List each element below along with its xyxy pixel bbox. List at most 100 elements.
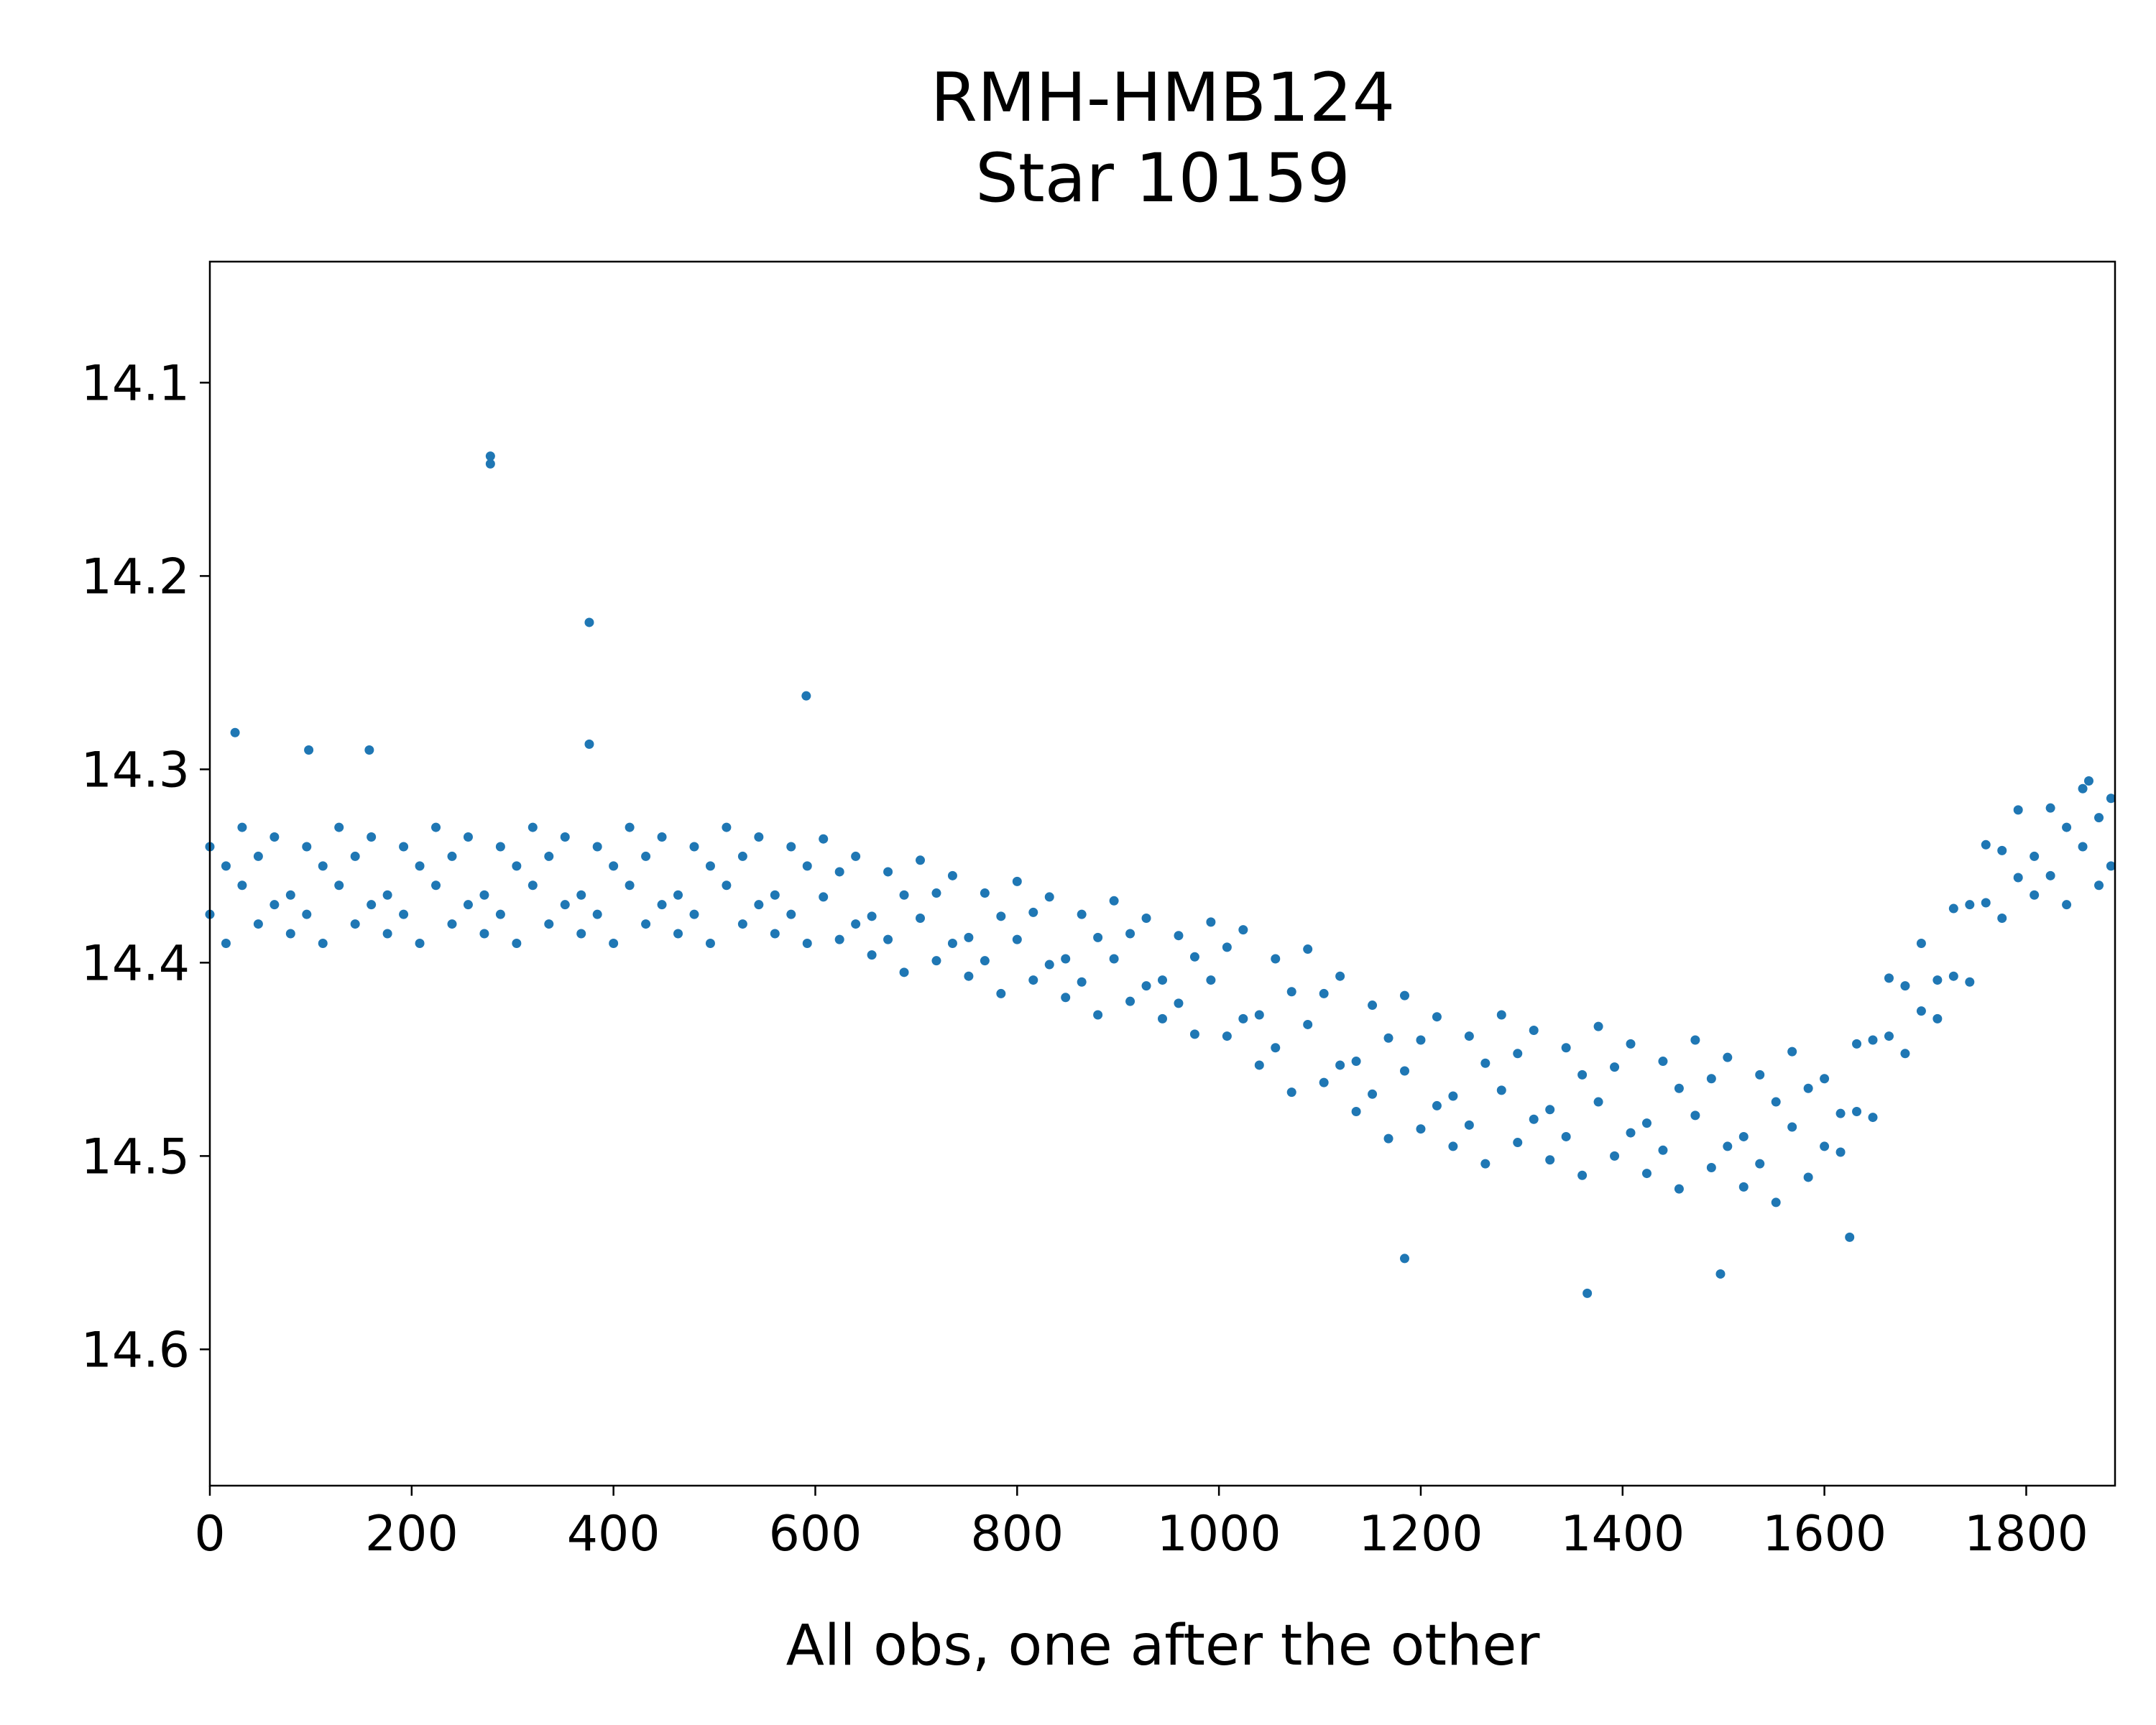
- data-point: [2078, 783, 2088, 794]
- data-point: [1351, 1106, 1361, 1116]
- data-point: [947, 870, 957, 880]
- data-point: [1561, 1131, 1571, 1141]
- data-point: [964, 971, 974, 981]
- data-point: [1271, 954, 1281, 964]
- data-point: [479, 929, 489, 939]
- data-point: [592, 842, 602, 852]
- data-point: [657, 900, 667, 910]
- data-point: [221, 861, 231, 871]
- data-point: [1480, 1058, 1491, 1068]
- data-point: [1174, 998, 1184, 1008]
- data-point: [1706, 1074, 1716, 1084]
- data-point: [1981, 898, 1991, 908]
- data-point: [270, 900, 280, 910]
- data-point: [1738, 1131, 1749, 1141]
- x-axis-label: All obs, one after the other: [786, 1614, 1541, 1678]
- data-point: [2045, 870, 2055, 880]
- data-point: [2106, 861, 2116, 871]
- data-point: [399, 909, 409, 919]
- data-point: [2045, 803, 2055, 813]
- data-point: [1803, 1083, 1813, 1093]
- data-point: [237, 822, 247, 832]
- data-point: [1513, 1138, 1523, 1148]
- data-point: [1383, 1133, 1393, 1144]
- data-point: [584, 617, 594, 627]
- data-point: [786, 909, 796, 919]
- data-point: [689, 909, 699, 919]
- data-point: [1077, 977, 1087, 987]
- data-point: [722, 880, 732, 891]
- data-point: [584, 739, 594, 749]
- data-point: [1965, 900, 1975, 910]
- data-point: [221, 938, 231, 948]
- data-point: [431, 880, 441, 891]
- data-point: [1884, 1031, 1894, 1041]
- data-point: [1303, 944, 1313, 954]
- data-point: [1189, 952, 1199, 962]
- data-point: [641, 851, 651, 861]
- data-point: [1787, 1122, 1797, 1132]
- data-point: [2030, 851, 2040, 861]
- data-point: [1158, 1013, 1167, 1024]
- data-point: [1383, 1033, 1393, 1043]
- data-point: [1835, 1108, 1846, 1118]
- data-point: [1012, 934, 1022, 944]
- data-point: [1723, 1141, 1733, 1151]
- data-point: [1335, 971, 1345, 981]
- data-point: [851, 919, 861, 929]
- data-point: [980, 888, 990, 898]
- data-point: [415, 861, 425, 871]
- data-point: [415, 938, 425, 948]
- data-point: [1981, 840, 1991, 850]
- data-point: [334, 822, 344, 832]
- data-point: [364, 745, 374, 755]
- data-point: [495, 909, 505, 919]
- data-point: [1222, 942, 1232, 952]
- data-point: [350, 851, 360, 861]
- data-point: [1012, 876, 1022, 886]
- data-point: [867, 911, 877, 921]
- data-point: [1593, 1021, 1603, 1031]
- data-point: [2083, 776, 2093, 786]
- data-point: [479, 890, 489, 900]
- data-point: [1658, 1057, 1668, 1067]
- data-point: [1399, 1066, 1409, 1076]
- data-point: [1787, 1046, 1797, 1057]
- data-point: [512, 861, 522, 871]
- data-point: [625, 880, 635, 891]
- data-point: [1044, 960, 1054, 970]
- data-point: [230, 727, 240, 737]
- data-point: [754, 832, 764, 842]
- data-point: [2106, 794, 2116, 804]
- data-point: [1577, 1170, 1588, 1180]
- data-point: [1158, 975, 1167, 985]
- data-point: [485, 451, 495, 461]
- x-tick-label: 200: [365, 1506, 459, 1563]
- data-point: [528, 880, 538, 891]
- data-point: [737, 851, 747, 861]
- data-point: [1109, 954, 1119, 964]
- data-point: [253, 919, 263, 929]
- data-point: [463, 832, 473, 842]
- data-point: [1948, 903, 1958, 914]
- data-point: [1174, 931, 1184, 941]
- data-point: [1061, 954, 1071, 964]
- x-tick-label: 1400: [1560, 1506, 1685, 1563]
- data-point: [1835, 1147, 1846, 1157]
- data-point: [2094, 880, 2104, 891]
- data-point: [609, 861, 619, 871]
- data-point: [819, 834, 829, 844]
- data-point: [1028, 975, 1038, 985]
- data-point: [1674, 1083, 1684, 1093]
- data-point: [1658, 1145, 1668, 1155]
- data-point: [1845, 1232, 1855, 1242]
- data-point: [770, 929, 780, 939]
- data-point: [1238, 925, 1248, 935]
- data-point: [1125, 929, 1135, 939]
- x-tick-label: 600: [769, 1506, 862, 1563]
- data-point: [1593, 1097, 1603, 1107]
- data-point: [625, 822, 635, 832]
- data-point: [1335, 1060, 1345, 1070]
- data-point: [1690, 1110, 1700, 1121]
- data-point: [980, 956, 990, 966]
